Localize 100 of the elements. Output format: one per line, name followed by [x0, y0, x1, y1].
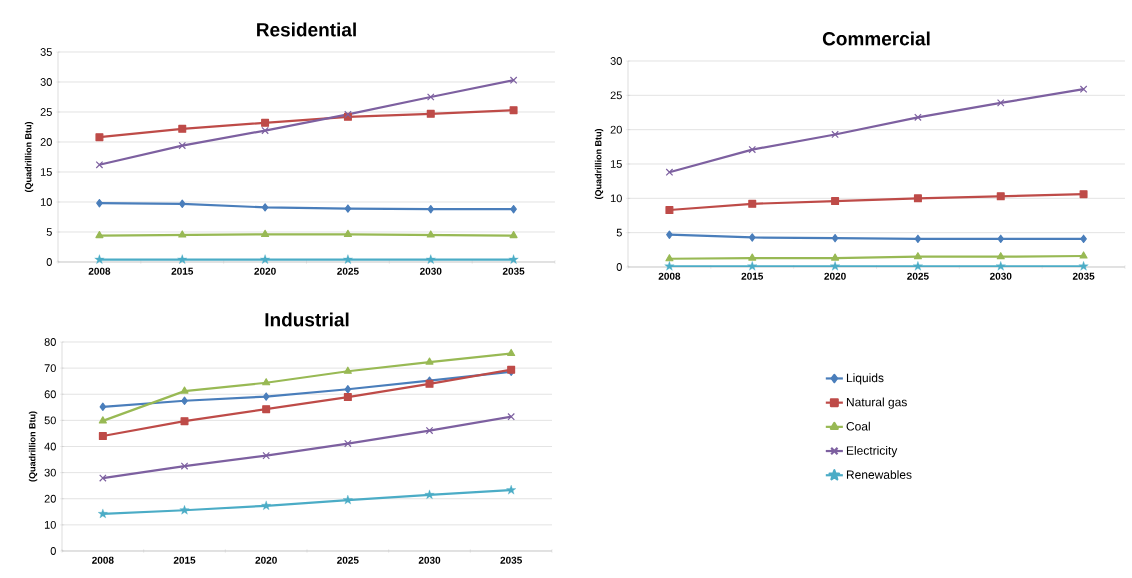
- point: [96, 198, 103, 208]
- point: [95, 133, 104, 142]
- y-tick-label: 10: [44, 520, 56, 529]
- point: [996, 99, 1005, 107]
- point: [343, 366, 352, 374]
- point: [508, 254, 519, 264]
- y-tick-label: 5: [616, 228, 622, 237]
- point: [507, 412, 515, 421]
- point: [997, 234, 1005, 244]
- point: [178, 141, 187, 150]
- point: [748, 233, 756, 242]
- x-tick-label: 2015: [171, 267, 194, 275]
- x-tick-label: 2020: [824, 272, 846, 280]
- point: [344, 439, 352, 448]
- x-tick-label: 2030: [419, 267, 442, 275]
- y-tick-label: 30: [610, 57, 622, 65]
- point: [261, 203, 269, 212]
- point: [996, 252, 1005, 260]
- point: [1079, 251, 1088, 259]
- point: [262, 405, 271, 414]
- point: [98, 416, 107, 424]
- point: [830, 261, 840, 271]
- point: [261, 126, 269, 135]
- point: [343, 393, 352, 402]
- chart-title: Commercial: [822, 31, 930, 46]
- point: [342, 494, 353, 505]
- x-tick-label: 2008: [658, 272, 681, 280]
- point: [748, 199, 757, 208]
- point: [831, 233, 839, 243]
- point: [914, 234, 922, 244]
- y-axis-title: (Quadrillion Btu): [24, 121, 34, 193]
- point: [180, 417, 189, 426]
- y-tick-label: 50: [44, 416, 56, 425]
- point: [509, 76, 518, 84]
- point: [178, 124, 187, 133]
- x-tick-label: 2020: [254, 267, 276, 275]
- y-tick-label: 30: [40, 78, 52, 86]
- point: [344, 385, 352, 394]
- x-tick-label: 2008: [92, 556, 114, 564]
- point: [95, 161, 104, 169]
- point: [831, 130, 839, 139]
- point: [509, 230, 518, 239]
- y-tick-label: 0: [616, 263, 622, 271]
- point: [94, 254, 105, 264]
- x-tick-label: 2025: [337, 267, 359, 275]
- y-tick-label: 20: [610, 125, 622, 134]
- point: [831, 197, 840, 206]
- point: [1080, 234, 1087, 244]
- chart-title: Industrial: [265, 312, 349, 327]
- legend-label: Renewables: [846, 470, 912, 479]
- y-tick-label: 35: [40, 48, 52, 56]
- point: [427, 204, 435, 214]
- point: [261, 229, 270, 237]
- point: [99, 402, 107, 411]
- point: [181, 396, 188, 405]
- x-tick-label: 2035: [502, 267, 525, 275]
- y-tick-label: 70: [44, 364, 56, 373]
- y-tick-label: 15: [40, 168, 52, 176]
- y-tick-label: 10: [610, 194, 622, 203]
- x-tick-label: 2025: [907, 272, 929, 280]
- x-tick-label: 2030: [418, 556, 441, 564]
- y-axis-title: (Quadrillion Btu): [28, 411, 38, 482]
- point: [343, 229, 352, 237]
- y-tick-label: 80: [44, 338, 56, 346]
- point: [97, 508, 108, 519]
- point: [1079, 190, 1088, 199]
- point: [426, 93, 435, 101]
- point: [510, 204, 517, 214]
- y-tick-label: 10: [40, 198, 52, 206]
- point: [262, 392, 270, 401]
- x-tick-label: 2030: [989, 272, 1012, 280]
- point: [996, 192, 1005, 201]
- point: [178, 230, 187, 238]
- y-tick-label: 25: [610, 91, 622, 100]
- y-tick-label: 20: [40, 138, 52, 146]
- point: [344, 204, 352, 213]
- y-tick-label: 0: [50, 547, 56, 555]
- point: [260, 254, 270, 264]
- x-tick-label: 2008: [88, 267, 111, 275]
- point: [506, 484, 517, 495]
- point: [262, 451, 270, 460]
- y-tick-label: 25: [40, 108, 52, 116]
- y-tick-label: 20: [44, 494, 56, 503]
- point: [424, 489, 435, 500]
- point: [665, 168, 674, 177]
- point: [914, 113, 922, 122]
- point: [178, 199, 186, 208]
- point: [507, 348, 516, 357]
- point: [664, 261, 675, 271]
- point: [179, 505, 190, 515]
- point: [426, 230, 435, 238]
- point: [913, 194, 922, 203]
- point: [95, 230, 104, 239]
- point: [1078, 261, 1089, 271]
- point: [913, 261, 923, 271]
- point: [913, 252, 922, 260]
- point: [426, 109, 435, 118]
- x-tick-label: 2025: [337, 556, 359, 564]
- point: [262, 378, 271, 386]
- point: [180, 386, 189, 394]
